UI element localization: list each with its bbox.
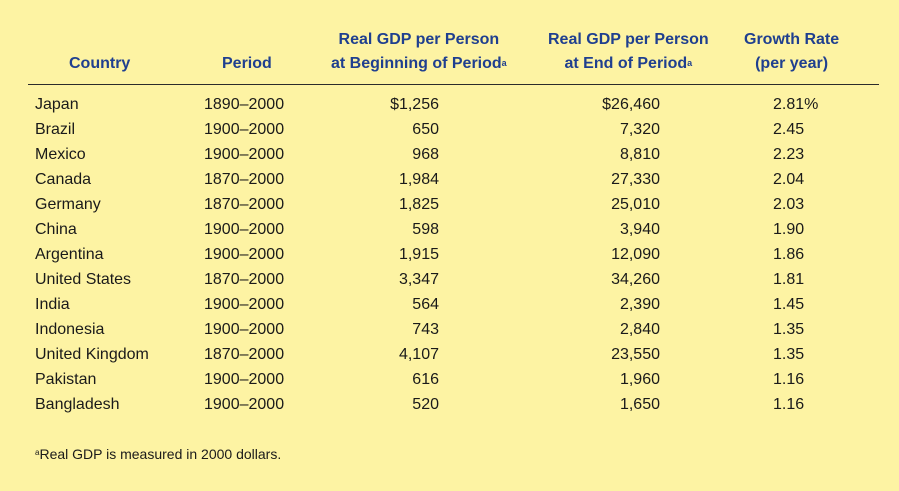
period-cell: 1900–2000 — [204, 121, 285, 138]
table-row: Germany 1870–2000 1,825 25,010 2.03 — [0, 192, 899, 217]
period-cell: 1900–2000 — [204, 321, 285, 338]
end-gdp-cell: 2,390 — [619, 296, 660, 313]
header-end: Real GDP per Person at End of Perioda — [548, 31, 709, 72]
period-cell: 1900–2000 — [204, 246, 285, 263]
growth-rate-cell: 1.90 — [773, 221, 805, 238]
footnote-marker: a — [687, 58, 693, 68]
table-row: Brazil 1900–2000 650 7,320 2.45 — [0, 117, 899, 142]
header-period: Period — [222, 55, 272, 72]
country-cell: Canada — [35, 171, 92, 188]
growth-rate-cell: 1.86 — [773, 246, 805, 263]
growth-rate-cell: 1.35 — [773, 321, 805, 338]
period-cell: 1900–2000 — [204, 296, 285, 313]
country-cell: China — [35, 221, 77, 238]
table-row: United States 1870–2000 3,347 34,260 1.81 — [0, 267, 899, 292]
table-row: China 1900–2000 598 3,940 1.90 — [0, 217, 899, 242]
begin-gdp-cell: 520 — [412, 396, 439, 413]
begin-gdp-cell: 743 — [412, 321, 439, 338]
end-gdp-cell: 23,550 — [611, 346, 660, 363]
header-growth: Growth Rate (per year) — [744, 31, 840, 72]
period-cell: 1900–2000 — [204, 146, 285, 163]
table-row: Japan 1890–2000 $1,256 $26,460 2.81% — [0, 92, 899, 117]
period-cell: 1870–2000 — [204, 346, 285, 363]
growth-rate-cell: 2.81% — [773, 96, 819, 113]
growth-rate-cell: 2.23 — [773, 146, 805, 163]
end-gdp-cell: 25,010 — [611, 196, 660, 213]
table-row: Mexico 1900–2000 968 8,810 2.23 — [0, 142, 899, 167]
period-cell: 1870–2000 — [204, 196, 285, 213]
country-cell: United Kingdom — [35, 346, 149, 363]
period-cell: 1900–2000 — [204, 396, 285, 413]
begin-gdp-cell: 1,984 — [398, 171, 439, 188]
end-gdp-cell: 27,330 — [611, 171, 660, 188]
end-gdp-cell: 1,650 — [619, 396, 660, 413]
growth-rate-cell: 1.16 — [773, 371, 805, 388]
growth-rate-cell: 1.45 — [773, 296, 805, 313]
footnote: aReal GDP is measured in 2000 dollars. — [35, 446, 282, 462]
country-cell: India — [35, 296, 70, 313]
period-cell: 1900–2000 — [204, 221, 285, 238]
begin-gdp-cell: 1,915 — [398, 246, 439, 263]
growth-rate-cell: 1.35 — [773, 346, 805, 363]
header-begin: Real GDP per Person at Beginning of Peri… — [331, 31, 507, 72]
begin-gdp-cell: 650 — [412, 121, 439, 138]
country-cell: Argentina — [35, 246, 104, 263]
begin-gdp-cell: $1,256 — [390, 96, 439, 113]
country-cell: Japan — [35, 96, 79, 113]
begin-gdp-cell: 4,107 — [398, 346, 439, 363]
begin-gdp-cell: 616 — [412, 371, 439, 388]
country-cell: Mexico — [35, 146, 86, 163]
end-gdp-cell: 34,260 — [611, 271, 660, 288]
growth-rate-cell: 2.03 — [773, 196, 805, 213]
country-cell: Brazil — [35, 121, 76, 138]
table-body: Japan 1890–2000 $1,256 $26,460 2.81% Brazil 19… — [0, 92, 899, 417]
growth-rate-cell: 1.16 — [773, 396, 805, 413]
table-row: Argentina 1900–2000 1,915 12,090 1.86 — [0, 242, 899, 267]
end-gdp-cell: 3,940 — [619, 221, 660, 238]
end-gdp-cell: 1,960 — [619, 371, 660, 388]
country-cell: Indonesia — [35, 321, 105, 338]
growth-rate-cell: 1.81 — [773, 271, 805, 288]
table-row: United Kingdom 1870–2000 4,107 23,550 1.35 — [0, 342, 899, 367]
country-cell: Bangladesh — [35, 396, 120, 413]
end-gdp-cell: 7,320 — [619, 121, 660, 138]
table-row: Bangladesh 1900–2000 520 1,650 1.16 — [0, 392, 899, 417]
footnote-marker: a — [501, 58, 507, 68]
begin-gdp-cell: 968 — [412, 146, 439, 163]
header-rule — [28, 84, 879, 85]
begin-gdp-cell: 598 — [412, 221, 439, 238]
table-row: India 1900–2000 564 2,390 1.45 — [0, 292, 899, 317]
table-row: Canada 1870–2000 1,984 27,330 2.04 — [0, 167, 899, 192]
country-cell: Pakistan — [35, 371, 97, 388]
period-cell: 1890–2000 — [204, 96, 285, 113]
end-gdp-cell: 8,810 — [619, 146, 660, 163]
begin-gdp-cell: 3,347 — [398, 271, 439, 288]
country-cell: United States — [35, 271, 132, 288]
end-gdp-cell: 2,840 — [619, 321, 660, 338]
period-cell: 1870–2000 — [204, 271, 285, 288]
country-cell: Germany — [35, 196, 101, 213]
growth-rate-cell: 2.04 — [773, 171, 805, 188]
growth-rate-cell: 2.45 — [773, 121, 805, 138]
period-cell: 1870–2000 — [204, 171, 285, 188]
begin-gdp-cell: 1,825 — [398, 196, 439, 213]
end-gdp-cell: 12,090 — [611, 246, 660, 263]
period-cell: 1900–2000 — [204, 371, 285, 388]
table-row: Pakistan 1900–2000 616 1,960 1.16 — [0, 367, 899, 392]
end-gdp-cell: $26,460 — [602, 96, 660, 113]
table-row: Indonesia 1900–2000 743 2,840 1.35 — [0, 317, 899, 342]
begin-gdp-cell: 564 — [412, 296, 439, 313]
header-country: Country — [69, 55, 131, 72]
